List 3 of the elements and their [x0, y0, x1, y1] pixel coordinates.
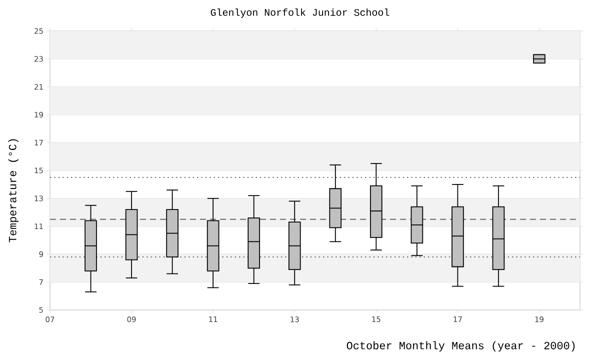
x-axis-title: October Monthly Means (year - 2000)	[346, 341, 575, 352]
y-axis-title: Temperature (°C)	[8, 139, 18, 242]
chart-title: Glenlyon Norfolk Junior School	[210, 8, 390, 18]
